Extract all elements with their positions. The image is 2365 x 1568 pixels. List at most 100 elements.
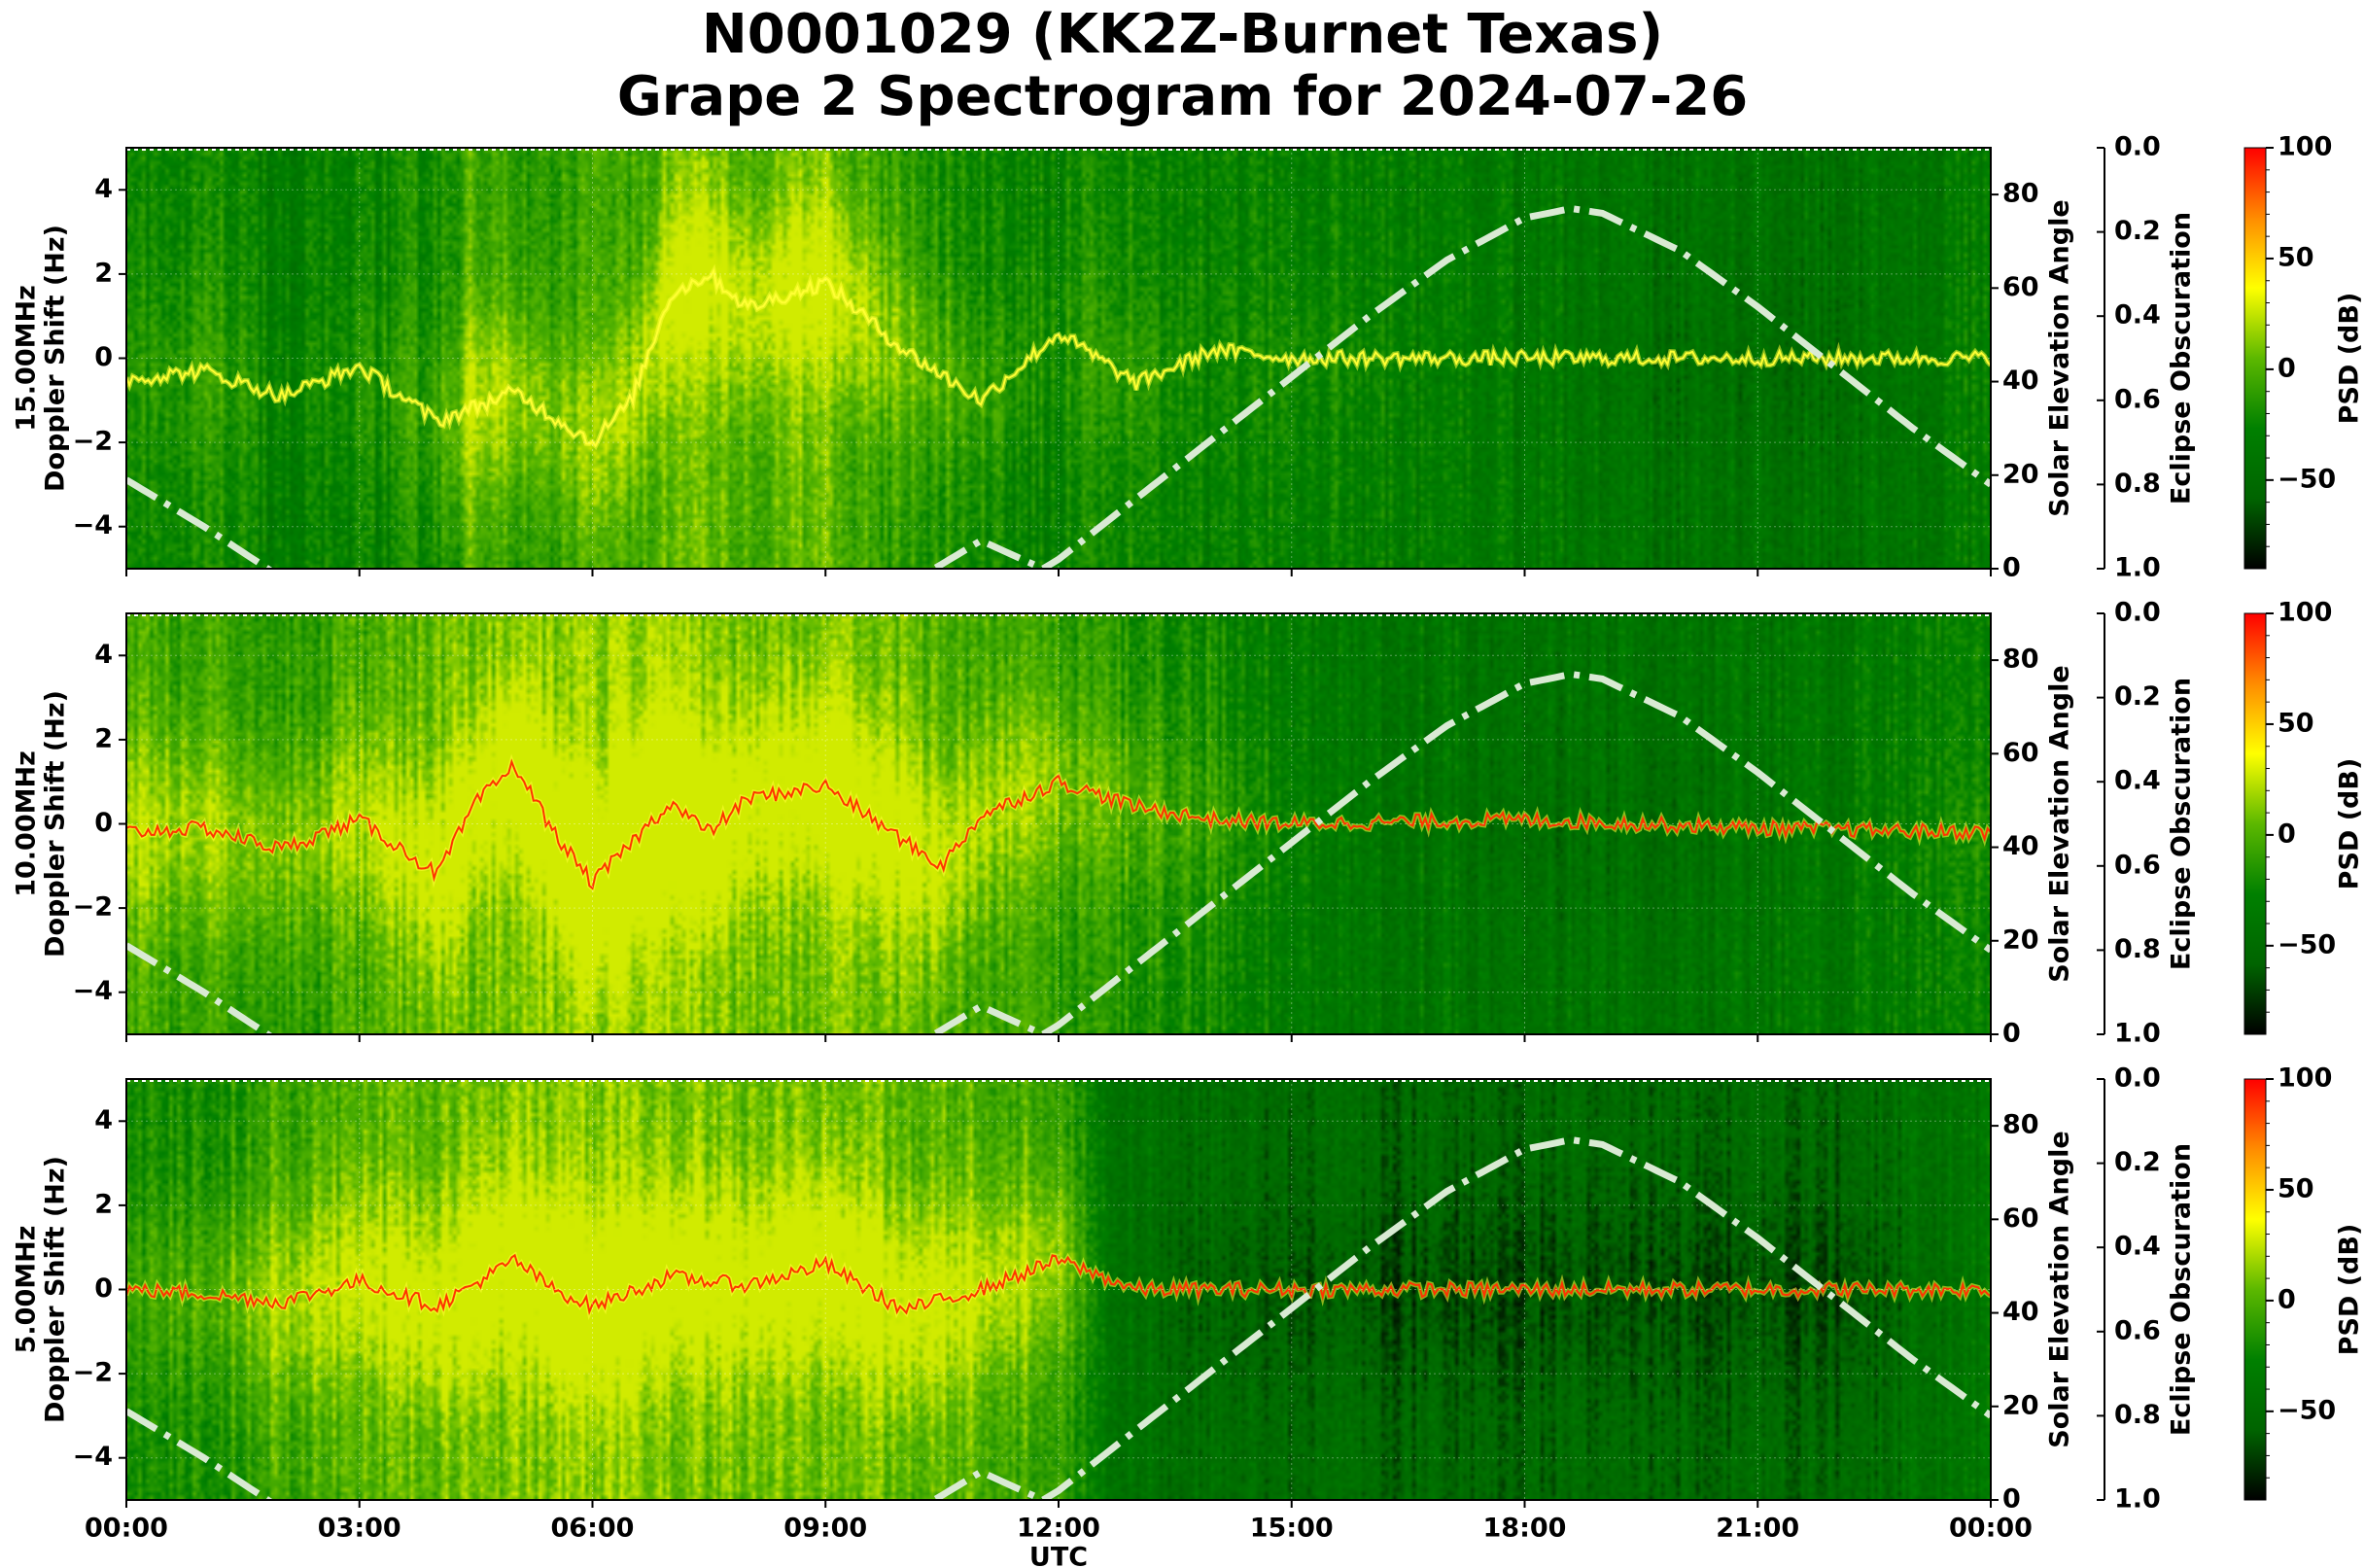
y-tick-label: −4	[73, 510, 113, 540]
colorbar	[2243, 612, 2267, 1035]
elevation-tick-label: 80	[2002, 179, 2039, 209]
obscuration-axis-label: Eclipse Obscuration	[2167, 212, 2197, 505]
frequency-label: 5.00MHz	[12, 1226, 42, 1354]
x-tick-label: 06:00	[551, 1514, 635, 1544]
spectrogram-image	[126, 1079, 1991, 1500]
y-tick-label: 0	[94, 808, 113, 838]
colorbar-tick-label: 100	[2278, 1063, 2332, 1094]
y-tick-label: 2	[94, 258, 113, 288]
colorbar-tick-label: −50	[2278, 929, 2336, 959]
colorbar-tick-label: 50	[2278, 242, 2314, 272]
x-tick-label: 00:00	[85, 1514, 168, 1544]
elevation-tick-label: 40	[2002, 1297, 2039, 1327]
solar-elevation-curve	[126, 1135, 1991, 1500]
elevation-axis-label: Solar Elevation Angle	[2045, 1131, 2075, 1447]
obscuration-tick-label: 0.8	[2114, 934, 2161, 964]
colorbar-tick-label: 50	[2278, 1173, 2314, 1203]
doppler-trace	[126, 1253, 1991, 1315]
colorbar-label: PSD (dB)	[2335, 758, 2365, 890]
obscuration-tick-label: 0.6	[2114, 850, 2161, 880]
elevation-tick-label: 0	[2002, 1019, 2021, 1049]
x-tick-label: 12:00	[1017, 1514, 1100, 1544]
solar-elevation-curve	[126, 204, 1991, 569]
chart-title-line2: Grape 2 Spectrogram for 2024-07-26	[616, 65, 1749, 128]
elevation-tick-label: 40	[2002, 831, 2039, 861]
y-tick-label: 2	[94, 723, 113, 753]
elevation-tick-label: 20	[2002, 1390, 2039, 1420]
panel-15.00mhz: 420−2−415.00MHz Doppler Shift (Hz)8060402…	[12, 132, 2365, 583]
doppler-trace	[126, 267, 1991, 448]
colorbar-tick-label: 100	[2278, 598, 2332, 628]
obscuration-tick-label: 0.0	[2114, 1063, 2161, 1094]
obscuration-tick-label: 0.4	[2114, 300, 2161, 331]
elevation-tick-label: 20	[2002, 459, 2039, 489]
elevation-tick-label: 0	[2002, 1484, 2021, 1515]
chart-title-line1: N0001029 (KK2Z-Burnet Texas)	[701, 3, 1664, 66]
x-axis-label: UTC	[1029, 1543, 1088, 1568]
y-tick-label: −4	[73, 1442, 113, 1472]
elevation-axis-label: Solar Elevation Angle	[2045, 199, 2075, 516]
obscuration-tick-label: 1.0	[2114, 1484, 2161, 1515]
obscuration-tick-label: 0.8	[2114, 469, 2161, 499]
colorbar-tick-label: 0	[2278, 819, 2296, 849]
y-tick-label: 0	[94, 1273, 113, 1304]
y-axis-label: Doppler Shift (Hz)	[41, 1156, 71, 1423]
x-tick-label: 15:00	[1250, 1514, 1334, 1544]
doppler-trace	[126, 758, 1991, 890]
colorbar	[2243, 147, 2267, 570]
x-tick-label: 18:00	[1483, 1514, 1567, 1544]
y-tick-label: −2	[73, 892, 113, 923]
y-tick-label: 4	[94, 640, 113, 670]
obscuration-tick-label: 0.0	[2114, 132, 2161, 162]
elevation-tick-label: 80	[2002, 1110, 2039, 1140]
y-tick-label: 0	[94, 342, 113, 372]
colorbar-tick-label: 0	[2278, 1284, 2296, 1314]
elevation-tick-label: 80	[2002, 645, 2039, 675]
colorbar-tick-label: 0	[2278, 353, 2296, 383]
elevation-tick-label: 60	[2002, 272, 2039, 302]
y-tick-label: 4	[94, 1105, 113, 1135]
frequency-label: 15.00MHz	[12, 285, 42, 432]
obscuration-tick-label: 0.4	[2114, 766, 2161, 796]
colorbar-label: PSD (dB)	[2335, 1224, 2365, 1356]
obscuration-axis-label: Eclipse Obscuration	[2167, 678, 2197, 970]
elevation-tick-label: 40	[2002, 366, 2039, 396]
frequency-label: 10.00MHz	[12, 750, 42, 897]
colorbar-tick-label: −50	[2278, 1395, 2336, 1425]
colorbar	[2243, 1078, 2267, 1501]
obscuration-tick-label: 0.4	[2114, 1232, 2161, 1262]
y-tick-label: 4	[94, 174, 113, 204]
y-tick-label: 2	[94, 1189, 113, 1219]
elevation-tick-label: 60	[2002, 738, 2039, 768]
y-tick-label: −2	[73, 427, 113, 457]
obscuration-axis-label: Eclipse Obscuration	[2167, 1143, 2197, 1436]
obscuration-tick-label: 1.0	[2114, 553, 2161, 583]
obscuration-tick-label: 0.2	[2114, 1147, 2161, 1177]
colorbar-tick-label: 100	[2278, 132, 2332, 162]
elevation-tick-label: 20	[2002, 924, 2039, 955]
y-tick-label: −4	[73, 976, 113, 1006]
y-axis-label: Doppler Shift (Hz)	[41, 690, 71, 958]
solar-elevation-curve	[126, 670, 1991, 1034]
obscuration-tick-label: 0.6	[2114, 1315, 2161, 1345]
obscuration-tick-label: 0.6	[2114, 384, 2161, 414]
colorbar-tick-label: 50	[2278, 708, 2314, 738]
panel-10.00mhz: 420−2−410.00MHz Doppler Shift (Hz)8060402…	[12, 598, 2365, 1049]
elevation-axis-label: Solar Elevation Angle	[2045, 665, 2075, 982]
x-tick-label: 21:00	[1716, 1514, 1799, 1544]
elevation-tick-label: 60	[2002, 1203, 2039, 1234]
y-tick-label: −2	[73, 1358, 113, 1388]
elevation-tick-label: 0	[2002, 553, 2021, 583]
obscuration-tick-label: 0.8	[2114, 1400, 2161, 1430]
obscuration-tick-label: 0.2	[2114, 681, 2161, 712]
panel-5.00mhz: 420−2−45.00MHz Doppler Shift (Hz)80604020…	[12, 1063, 2365, 1515]
x-tick-label: 03:00	[318, 1514, 401, 1544]
x-tick-label: 09:00	[783, 1514, 867, 1544]
colorbar-tick-label: −50	[2278, 464, 2336, 494]
colorbar-label: PSD (dB)	[2335, 293, 2365, 425]
obscuration-tick-label: 0.0	[2114, 598, 2161, 628]
y-axis-label: Doppler Shift (Hz)	[41, 225, 71, 492]
obscuration-tick-label: 0.2	[2114, 216, 2161, 246]
x-tick-label: 00:00	[1949, 1514, 2033, 1544]
